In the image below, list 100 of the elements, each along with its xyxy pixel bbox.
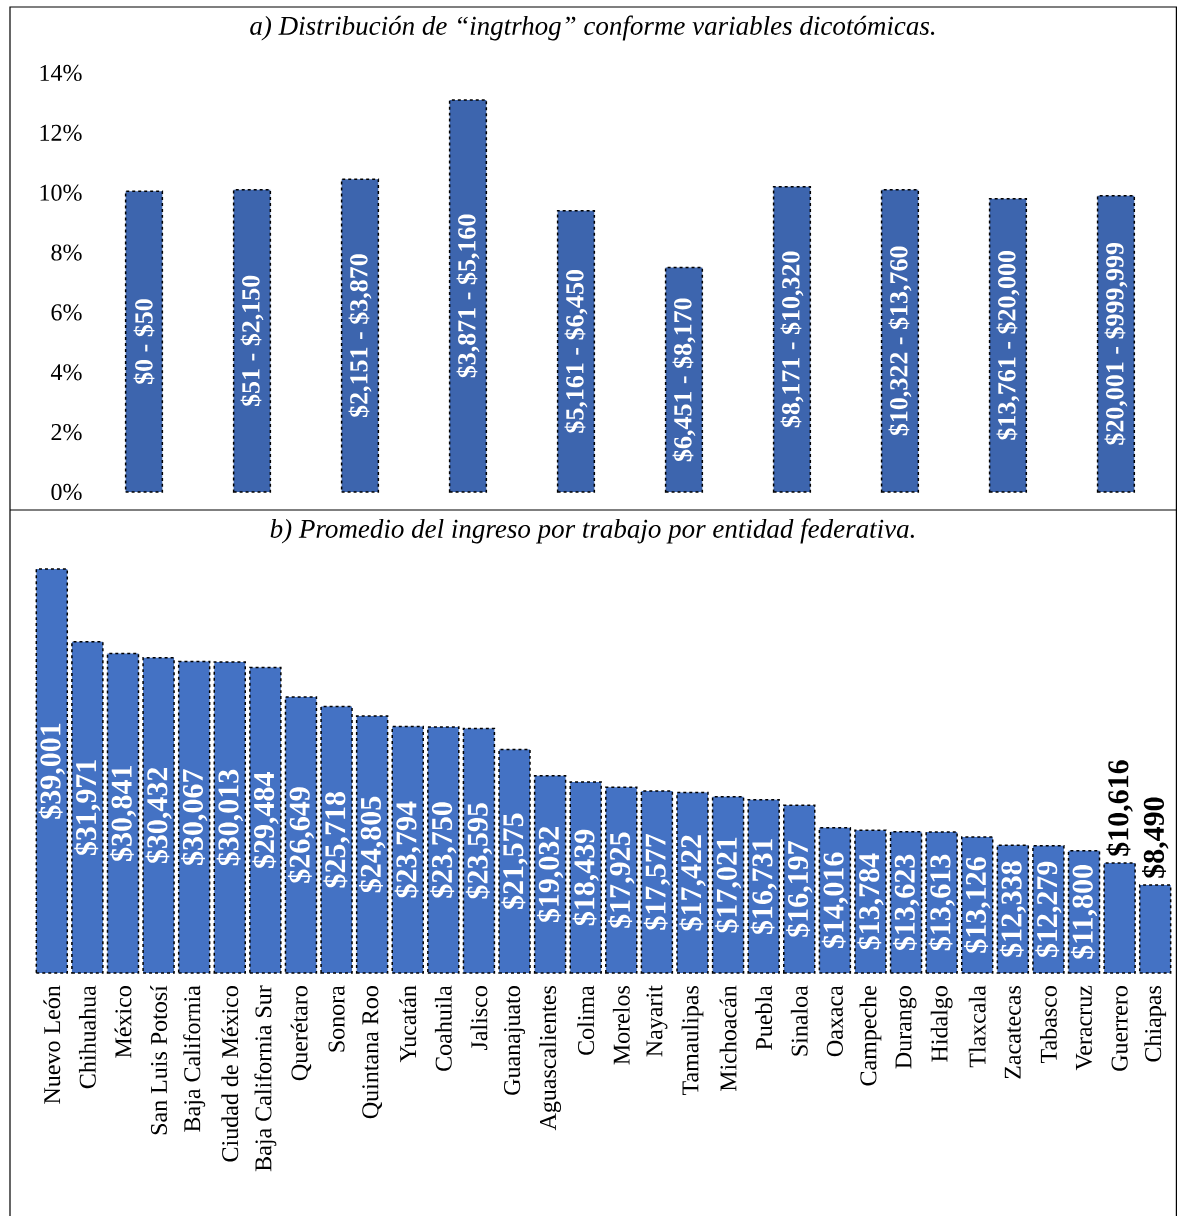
data-label: $23,794 <box>394 801 421 898</box>
x-tick-label: Aguascalientes <box>539 986 562 1131</box>
data-label: $11,800 <box>1070 865 1098 959</box>
x-tick-label: Morelos <box>612 986 630 1065</box>
bar <box>1103 862 1136 974</box>
data-label: $17,577 <box>643 833 671 930</box>
y-tick-label: 12% <box>40 124 82 141</box>
x-tick-label: $5,161 - $6,450 <box>564 269 588 433</box>
x-tick-label: $3,871 - $5,160 <box>456 214 480 378</box>
bar <box>498 748 531 974</box>
x-tick-label: Tamaulipas <box>681 986 704 1096</box>
bar <box>340 178 380 493</box>
x-tick-label: Sonora <box>328 985 345 1052</box>
x-tick-label: Michoacán <box>719 985 737 1092</box>
data-label: $14,016 <box>821 852 849 949</box>
data-label: $17,422 <box>679 835 706 931</box>
bar <box>1138 884 1172 974</box>
y-tick-label: 4% <box>50 364 82 381</box>
data-label: $21,575 <box>501 813 528 909</box>
bar <box>448 99 488 493</box>
data-label: $13,623 <box>892 854 920 951</box>
bar <box>142 657 175 974</box>
bar <box>320 705 353 974</box>
data-label: $8,490 <box>1142 797 1169 878</box>
x-tick-label: Nayarit <box>646 985 668 1057</box>
x-tick-label: Guerrero <box>1111 986 1128 1071</box>
data-label: $16,731 <box>750 839 777 935</box>
data-label: $31,971 <box>74 760 101 856</box>
data-label: $16,197 <box>786 841 813 937</box>
data-label: $23,750 <box>430 802 457 898</box>
data-label: $24,805 <box>358 796 386 893</box>
y-tick-label: 14% <box>40 64 82 82</box>
x-tick-label: Tabasco <box>1039 986 1057 1064</box>
x-tick-label: Campeche <box>859 986 882 1086</box>
data-label: $17,021 <box>714 837 742 933</box>
bar <box>427 726 460 974</box>
x-tick-label: San Luis Potosí <box>150 985 168 1135</box>
data-label: $13,126 <box>964 857 991 953</box>
x-tick-label: Baja California <box>183 985 206 1132</box>
data-label: $19,032 <box>536 826 564 923</box>
x-tick-label: Nuevo León <box>43 985 61 1104</box>
x-tick-label: Sinaloa <box>790 985 808 1056</box>
data-label: $12,338 <box>999 861 1027 957</box>
x-tick-label: $8,171 - $10,320 <box>780 251 804 428</box>
x-tick-label: $51 - $2,150 <box>240 275 264 406</box>
data-label: $26,649 <box>287 787 315 883</box>
y-tick-label: 2% <box>51 423 82 441</box>
x-tick-label: Quintana Roo <box>362 986 383 1119</box>
bar <box>124 190 164 493</box>
x-tick-label: Veracruz <box>1075 985 1093 1071</box>
data-label: $18,439 <box>572 829 599 926</box>
x-tick-label: Chihuahua <box>78 985 96 1089</box>
chart-title: a) Distribución de “ingtrhog” conforme variables dicotómicas. <box>250 15 935 41</box>
data-label: $30,067 <box>180 769 208 865</box>
data-label: $10,616 <box>1106 760 1133 856</box>
bar <box>284 696 318 974</box>
bar <box>35 568 69 974</box>
y-tick-label: 8% <box>51 244 82 261</box>
data-label: $25,718 <box>323 792 350 888</box>
x-tick-label: Zacatecas <box>1004 986 1021 1079</box>
data-label: $13,784 <box>857 853 884 950</box>
bar <box>177 660 211 974</box>
x-tick-label: Guanajuato <box>504 986 526 1095</box>
data-label: $30,841 <box>109 766 137 861</box>
x-tick-label: Puebla <box>755 985 773 1050</box>
bar <box>391 725 424 974</box>
data-label: $17,925 <box>608 832 635 928</box>
chart-title: b) Promedio del ingreso por trabajo por entidad federativa. <box>270 518 914 544</box>
x-tick-label: Colima <box>577 985 595 1055</box>
data-label: $13,613 <box>928 854 955 951</box>
y-tick-label: 0% <box>51 483 82 501</box>
bar <box>106 652 140 974</box>
x-tick-label: Yucatán <box>399 985 417 1063</box>
data-label: $39,001 <box>38 723 65 819</box>
y-tick-label: 6% <box>51 304 82 321</box>
x-tick-label: $10,322 - $13,760 <box>888 246 912 436</box>
x-tick-label: Jalisco <box>470 986 488 1051</box>
x-tick-label: $0 - $50 <box>133 299 155 384</box>
x-tick-label: Querétaro <box>290 986 312 1081</box>
bar <box>249 666 282 974</box>
bar <box>71 641 104 974</box>
data-label: $23,595 <box>465 803 493 899</box>
data-label: $29,484 <box>252 772 279 868</box>
data-label: $30,013 <box>216 769 243 866</box>
data-label: $30,432 <box>145 767 172 864</box>
x-tick-label: $6,451 - $8,170 <box>672 298 696 462</box>
x-tick-label: $20,001 - $999,999 <box>1104 242 1128 445</box>
x-tick-label: $13,761 - $20,000 <box>996 250 1020 440</box>
x-tick-label: Tlaxcala <box>968 985 986 1068</box>
x-tick-label: Durango <box>895 986 917 1069</box>
x-tick-label: Ciudad de México <box>221 986 239 1162</box>
x-tick-label: México <box>114 986 132 1058</box>
data-label: $12,279 <box>1035 861 1062 958</box>
bar <box>232 188 272 493</box>
y-tick-label: 10% <box>40 184 82 201</box>
x-tick-label: Baja California Sur <box>254 985 277 1172</box>
bar <box>213 661 246 974</box>
x-tick-label: Chiapas <box>1144 986 1167 1062</box>
x-tick-label: Oaxaca <box>826 985 843 1057</box>
x-tick-label: Hidalgo <box>930 986 953 1062</box>
